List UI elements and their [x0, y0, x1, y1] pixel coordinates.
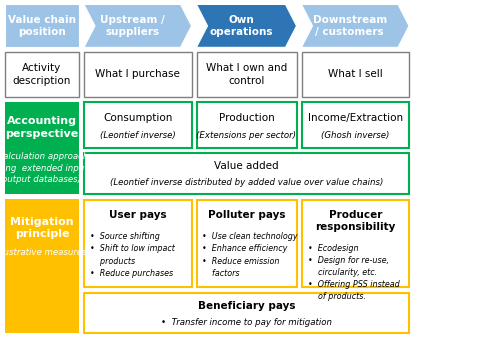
Text: •  Source shifting
•  Shift to low impact
    products
•  Reduce purchases: • Source shifting • Shift to low impact … — [90, 232, 175, 278]
FancyBboxPatch shape — [5, 4, 79, 47]
FancyBboxPatch shape — [196, 200, 296, 287]
Text: Accounting
perspective: Accounting perspective — [6, 116, 78, 139]
Text: Mitigation
principle: Mitigation principle — [10, 217, 74, 239]
FancyBboxPatch shape — [196, 102, 296, 148]
Polygon shape — [302, 4, 409, 47]
Text: Production: Production — [218, 113, 274, 123]
Text: •  Transfer income to pay for mitigation: • Transfer income to pay for mitigation — [161, 318, 332, 327]
FancyBboxPatch shape — [302, 52, 409, 97]
FancyBboxPatch shape — [84, 102, 192, 148]
FancyBboxPatch shape — [5, 102, 79, 194]
FancyBboxPatch shape — [84, 153, 409, 194]
Text: Value added: Value added — [214, 161, 279, 171]
Text: Income/Extraction: Income/Extraction — [308, 113, 403, 123]
Text: Own
operations: Own operations — [210, 15, 273, 37]
FancyBboxPatch shape — [84, 52, 192, 97]
Text: Consumption: Consumption — [103, 113, 172, 123]
FancyBboxPatch shape — [84, 293, 409, 333]
Text: Upstream /
suppliers: Upstream / suppliers — [100, 15, 164, 37]
Text: Value chain
position: Value chain position — [8, 15, 76, 37]
FancyBboxPatch shape — [196, 52, 296, 97]
Text: (Leontief inverse distributed by added value over value chains): (Leontief inverse distributed by added v… — [110, 178, 383, 187]
Text: (Ghosh inverse): (Ghosh inverse) — [321, 131, 390, 140]
Text: User pays: User pays — [109, 210, 166, 220]
Text: Producer
responsibility: Producer responsibility — [315, 210, 396, 232]
FancyBboxPatch shape — [302, 102, 409, 148]
Text: (Leontief inverse): (Leontief inverse) — [100, 131, 176, 140]
Text: Activity
description: Activity description — [13, 63, 71, 86]
Text: Downstream
/ customers: Downstream / customers — [312, 15, 387, 37]
Text: •  Ecodesign
•  Design for re-use,
    circularity, etc.
•  Offering PSS instead: • Ecodesign • Design for re-use, circula… — [308, 244, 399, 301]
Text: •  Use clean technology
•  Enhance efficiency
•  Reduce emission
    factors: • Use clean technology • Enhance efficie… — [202, 232, 298, 278]
FancyBboxPatch shape — [84, 200, 192, 287]
Text: (illustrative measures): (illustrative measures) — [0, 248, 90, 257]
FancyBboxPatch shape — [5, 199, 79, 333]
Polygon shape — [84, 4, 192, 47]
Polygon shape — [196, 4, 296, 47]
Text: Beneficiary pays: Beneficiary pays — [198, 301, 295, 311]
Text: What I own and
control: What I own and control — [206, 63, 287, 86]
FancyBboxPatch shape — [302, 200, 409, 287]
FancyBboxPatch shape — [5, 52, 79, 97]
Text: (calculation approach
using  extended input-
output databases): (calculation approach using extended inp… — [0, 152, 91, 184]
Text: What I sell: What I sell — [328, 69, 382, 80]
Text: (Extensions per sector): (Extensions per sector) — [196, 131, 296, 140]
Text: Polluter pays: Polluter pays — [208, 210, 285, 220]
Text: What I purchase: What I purchase — [96, 69, 180, 80]
